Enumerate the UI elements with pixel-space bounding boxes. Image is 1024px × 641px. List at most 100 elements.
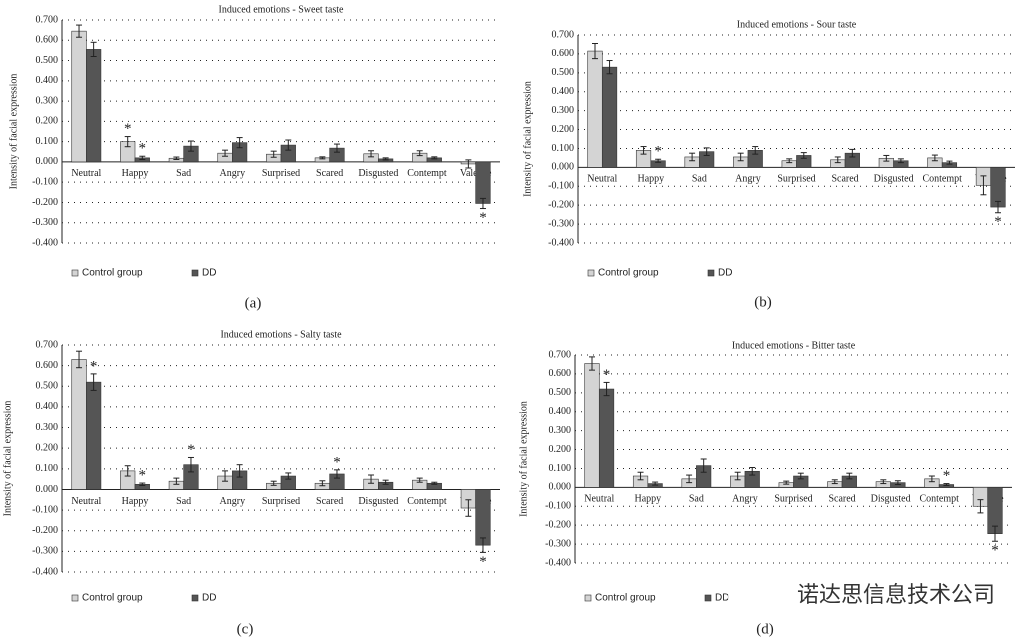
y-tick-label: 0.100 bbox=[36, 463, 59, 474]
y-tick-label: -0.400 bbox=[32, 237, 58, 248]
significance-star: * bbox=[139, 467, 147, 483]
x-tick-label: Neutral bbox=[71, 168, 101, 179]
x-tick-label: Sad bbox=[689, 494, 704, 505]
y-tick-label: -0.100 bbox=[32, 504, 58, 515]
significance-star: * bbox=[333, 454, 341, 470]
error-bar bbox=[652, 481, 659, 486]
y-tick-label: 0.400 bbox=[36, 75, 59, 86]
legend-swatch bbox=[71, 269, 79, 277]
y-tick-label: 0.700 bbox=[549, 349, 572, 360]
error-bar bbox=[995, 200, 1002, 214]
y-tick-label: 0.000 bbox=[549, 482, 572, 493]
error-bar bbox=[270, 480, 277, 486]
error-bar bbox=[655, 158, 662, 163]
error-bar bbox=[465, 499, 472, 517]
bar bbox=[475, 161, 491, 204]
error-bar bbox=[333, 143, 340, 153]
x-tick-label: Disgusted bbox=[358, 496, 398, 507]
y-axis-label: Intensity of facial expression bbox=[518, 401, 529, 517]
y-tick-label: 0.600 bbox=[552, 48, 575, 59]
x-tick-label: Surprised bbox=[262, 496, 300, 507]
error-bar bbox=[591, 43, 598, 60]
significance-star: * bbox=[90, 358, 98, 374]
y-tick-label: 0.700 bbox=[552, 29, 575, 40]
x-tick-label: Happy bbox=[122, 496, 149, 507]
y-axis-label: Intensity of facial expression bbox=[8, 74, 19, 190]
significance-star: * bbox=[654, 144, 662, 160]
x-tick-label: Surprised bbox=[262, 168, 300, 179]
error-bar bbox=[783, 480, 790, 485]
legend-swatch bbox=[71, 594, 79, 602]
watermark-background bbox=[728, 578, 998, 614]
significance-star: * bbox=[943, 468, 951, 484]
x-tick-label: Sad bbox=[176, 168, 191, 179]
error-bar bbox=[173, 156, 180, 160]
y-tick-label: -0.100 bbox=[32, 176, 58, 187]
y-tick-label: -0.400 bbox=[32, 566, 58, 577]
error-bar bbox=[333, 469, 340, 479]
x-tick-label: Neutral bbox=[587, 174, 617, 185]
error-bar bbox=[992, 525, 999, 542]
y-tick-label: -0.300 bbox=[545, 538, 571, 549]
x-tick-label: Scared bbox=[831, 174, 858, 185]
error-bar bbox=[187, 140, 194, 152]
y-axis-label: Intensity of facial expression bbox=[2, 401, 13, 517]
error-bar bbox=[236, 137, 243, 149]
y-tick-label: 0.700 bbox=[36, 339, 59, 350]
legend-swatch bbox=[191, 594, 199, 602]
error-bar bbox=[897, 158, 904, 164]
error-bar bbox=[700, 458, 707, 473]
x-tick-label: Contempt bbox=[922, 174, 962, 185]
error-bar bbox=[686, 474, 693, 484]
y-tick-label: 0.500 bbox=[36, 381, 59, 392]
error-bar bbox=[880, 479, 887, 485]
error-bar bbox=[270, 150, 277, 158]
y-tick-label: 0.000 bbox=[36, 156, 59, 167]
y-tick-label: -0.200 bbox=[545, 519, 571, 530]
legend-label: DD bbox=[718, 268, 732, 279]
x-tick-label: Disgusted bbox=[871, 494, 911, 505]
error-bar bbox=[946, 160, 953, 165]
significance-star: * bbox=[994, 214, 1002, 230]
x-tick-label: Angry bbox=[220, 496, 246, 507]
y-tick-label: 0.600 bbox=[36, 35, 59, 46]
error-bar bbox=[139, 155, 146, 160]
x-tick-label: Scared bbox=[828, 494, 855, 505]
error-bar bbox=[689, 152, 696, 162]
legend-swatch bbox=[584, 594, 592, 602]
x-tick-label: Disgusted bbox=[874, 174, 914, 185]
significance-star: * bbox=[139, 141, 147, 157]
y-tick-label: 0.500 bbox=[552, 67, 575, 78]
error-bar bbox=[800, 152, 807, 159]
x-tick-label: Scared bbox=[316, 496, 343, 507]
error-bar bbox=[285, 139, 292, 151]
y-tick-label: 0.200 bbox=[36, 116, 59, 127]
y-tick-label: 0.100 bbox=[552, 143, 575, 154]
error-bar bbox=[588, 356, 595, 371]
error-bar bbox=[849, 148, 856, 158]
x-tick-label: Angry bbox=[735, 174, 761, 185]
significance-star: * bbox=[479, 210, 487, 226]
error-bar bbox=[894, 480, 901, 486]
error-bar bbox=[76, 24, 83, 38]
error-bar bbox=[90, 41, 97, 57]
caption: (d) bbox=[756, 621, 774, 637]
legend-label: Control group bbox=[595, 593, 656, 604]
y-tick-label: 0.000 bbox=[36, 484, 59, 495]
caption: (b) bbox=[754, 294, 772, 310]
error-bar bbox=[749, 467, 756, 476]
y-tick-label: 0.300 bbox=[36, 422, 59, 433]
x-tick-label: Angry bbox=[220, 168, 246, 179]
error-bar bbox=[382, 479, 389, 485]
y-tick-label: -0.300 bbox=[548, 218, 574, 229]
bar bbox=[71, 359, 87, 490]
y-tick-label: 0.300 bbox=[36, 95, 59, 106]
legend-swatch bbox=[191, 269, 199, 277]
error-bar bbox=[187, 456, 194, 473]
x-tick-label: Surprised bbox=[777, 174, 815, 185]
error-bar bbox=[90, 373, 97, 391]
error-bar bbox=[319, 156, 326, 160]
legend-label: Control group bbox=[598, 268, 659, 279]
